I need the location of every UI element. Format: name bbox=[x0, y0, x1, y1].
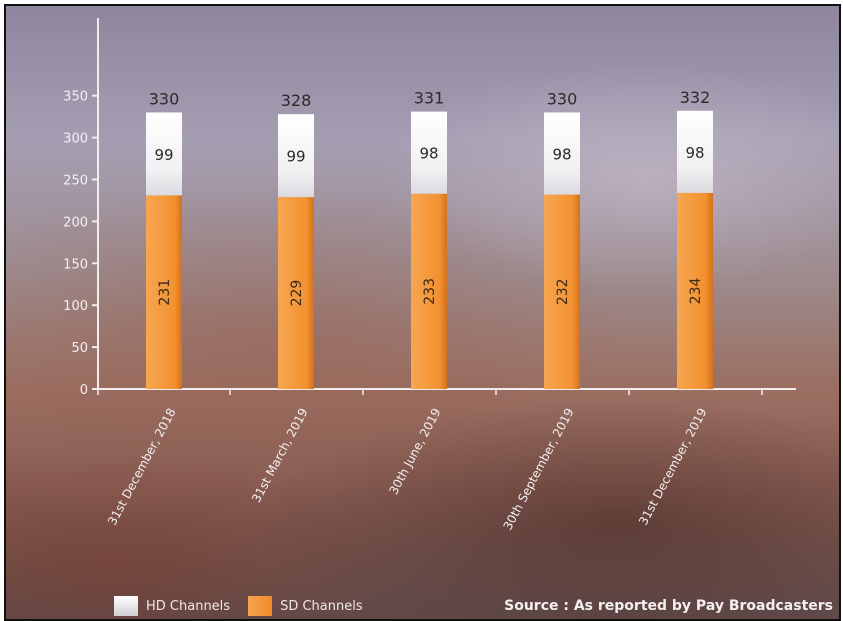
legend-label-sd: SD Channels bbox=[280, 598, 363, 614]
hd-value-label: 98 bbox=[419, 145, 438, 163]
bar-sd bbox=[677, 192, 713, 389]
hd-value-label: 99 bbox=[286, 148, 305, 166]
sd-value-label: 234 bbox=[688, 278, 704, 305]
labels: 330 99 231 31st December, 2018 328 99 229 31st … bbox=[105, 88, 710, 533]
sd-value-label: 233 bbox=[422, 278, 438, 305]
bar-hd bbox=[278, 114, 314, 198]
bar-hd bbox=[677, 110, 713, 193]
bar-sd bbox=[278, 197, 314, 389]
legend-swatch-sd bbox=[248, 596, 273, 616]
y-tick-label: 250 bbox=[63, 174, 88, 189]
y-tick-label: 0 bbox=[80, 383, 88, 398]
y-tick-label: 50 bbox=[71, 341, 88, 356]
x-category-label: 31st December, 2019 bbox=[636, 406, 710, 528]
stacked-bar-chart: 0 50 100 150 200 250 300 350 330 99 231 31st Decem… bbox=[63, 18, 796, 533]
hd-value-label: 99 bbox=[154, 146, 173, 164]
legend-label-hd: HD Channels bbox=[146, 598, 231, 614]
y-tick-label: 200 bbox=[63, 215, 88, 230]
x-category-label: 30th September, 2019 bbox=[500, 406, 576, 533]
x-category-label: 30th June, 2019 bbox=[386, 406, 443, 497]
total-label: 330 bbox=[547, 89, 578, 108]
chart-frame: 0 50 100 150 200 250 300 350 330 99 231 31st Decem… bbox=[4, 4, 841, 621]
bars bbox=[146, 110, 713, 389]
hd-value-label: 98 bbox=[552, 146, 571, 164]
bar-hd bbox=[411, 111, 447, 194]
bar-sd bbox=[411, 193, 447, 389]
bar-sd bbox=[146, 195, 182, 389]
total-label: 330 bbox=[149, 89, 180, 108]
legend: HD Channels SD Channels bbox=[114, 596, 381, 616]
total-label: 331 bbox=[414, 89, 445, 108]
axes: 0 50 100 150 200 250 300 350 bbox=[63, 18, 796, 398]
bar-sd bbox=[544, 194, 580, 389]
legend-item-sd: SD Channels bbox=[248, 596, 363, 616]
sd-value-label: 231 bbox=[157, 279, 173, 306]
x-category-label: 31st December, 2018 bbox=[105, 406, 179, 528]
hd-value-label: 98 bbox=[685, 144, 704, 162]
source-note: Source : As reported by Pay Broadcasters bbox=[504, 598, 833, 614]
y-tick-label: 350 bbox=[63, 90, 88, 105]
bar-hd bbox=[544, 112, 580, 195]
total-label: 332 bbox=[680, 88, 711, 107]
total-label: 328 bbox=[281, 91, 312, 110]
sd-value-label: 229 bbox=[289, 280, 305, 307]
legend-swatch-hd bbox=[114, 596, 138, 616]
bar-hd bbox=[146, 112, 182, 196]
y-tick-label: 100 bbox=[63, 299, 88, 314]
sd-value-label: 232 bbox=[555, 278, 571, 305]
x-category-label: 31st March, 2019 bbox=[249, 406, 311, 505]
y-tick-label: 300 bbox=[63, 132, 88, 147]
legend-item-hd: HD Channels bbox=[114, 596, 230, 616]
y-tick-label: 150 bbox=[63, 257, 88, 272]
